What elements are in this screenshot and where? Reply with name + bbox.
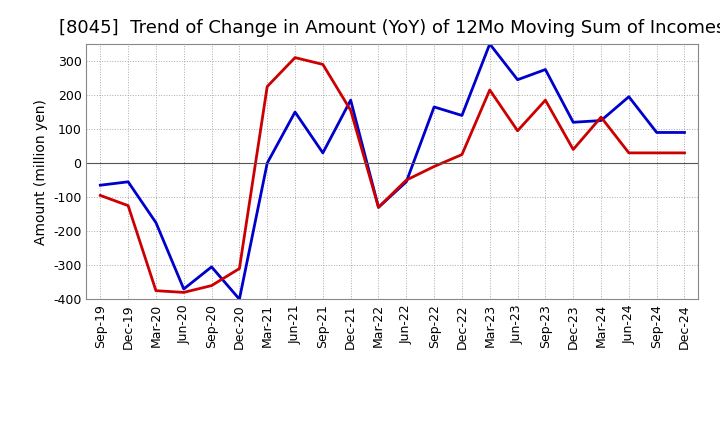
Net Income bbox=[235, 266, 243, 271]
Net Income bbox=[402, 177, 410, 183]
Ordinary Income bbox=[485, 41, 494, 47]
Ordinary Income bbox=[624, 94, 633, 99]
Ordinary Income bbox=[680, 130, 689, 135]
Ordinary Income bbox=[402, 179, 410, 184]
Net Income bbox=[597, 114, 606, 120]
Ordinary Income bbox=[318, 150, 327, 155]
Ordinary Income bbox=[430, 104, 438, 110]
Net Income bbox=[263, 84, 271, 89]
Net Income bbox=[96, 193, 104, 198]
Ordinary Income bbox=[96, 183, 104, 188]
Net Income bbox=[485, 87, 494, 92]
Ordinary Income bbox=[458, 113, 467, 118]
Net Income bbox=[291, 55, 300, 60]
Legend: Ordinary Income, Net Income: Ordinary Income, Net Income bbox=[230, 439, 555, 440]
Net Income bbox=[430, 164, 438, 169]
Net Income bbox=[652, 150, 661, 155]
Ordinary Income bbox=[569, 120, 577, 125]
Net Income bbox=[541, 98, 550, 103]
Line: Ordinary Income: Ordinary Income bbox=[100, 44, 685, 299]
Net Income bbox=[374, 205, 383, 210]
Ordinary Income bbox=[179, 286, 188, 292]
Ordinary Income bbox=[263, 161, 271, 166]
Net Income bbox=[207, 283, 216, 288]
Ordinary Income bbox=[374, 205, 383, 210]
Title: [8045]  Trend of Change in Amount (YoY) of 12Mo Moving Sum of Incomes: [8045] Trend of Change in Amount (YoY) o… bbox=[59, 19, 720, 37]
Ordinary Income bbox=[513, 77, 522, 82]
Ordinary Income bbox=[291, 110, 300, 115]
Net Income bbox=[458, 152, 467, 157]
Net Income bbox=[152, 288, 161, 293]
Line: Net Income: Net Income bbox=[100, 58, 685, 293]
Ordinary Income bbox=[207, 264, 216, 270]
Ordinary Income bbox=[541, 67, 550, 72]
Ordinary Income bbox=[597, 118, 606, 123]
Y-axis label: Amount (million yen): Amount (million yen) bbox=[34, 99, 48, 245]
Net Income bbox=[569, 147, 577, 152]
Ordinary Income bbox=[124, 179, 132, 184]
Ordinary Income bbox=[652, 130, 661, 135]
Net Income bbox=[318, 62, 327, 67]
Ordinary Income bbox=[235, 297, 243, 302]
Ordinary Income bbox=[152, 220, 161, 225]
Net Income bbox=[680, 150, 689, 155]
Net Income bbox=[513, 128, 522, 133]
Net Income bbox=[624, 150, 633, 155]
Net Income bbox=[346, 108, 355, 113]
Net Income bbox=[124, 203, 132, 208]
Net Income bbox=[179, 290, 188, 295]
Ordinary Income bbox=[346, 98, 355, 103]
